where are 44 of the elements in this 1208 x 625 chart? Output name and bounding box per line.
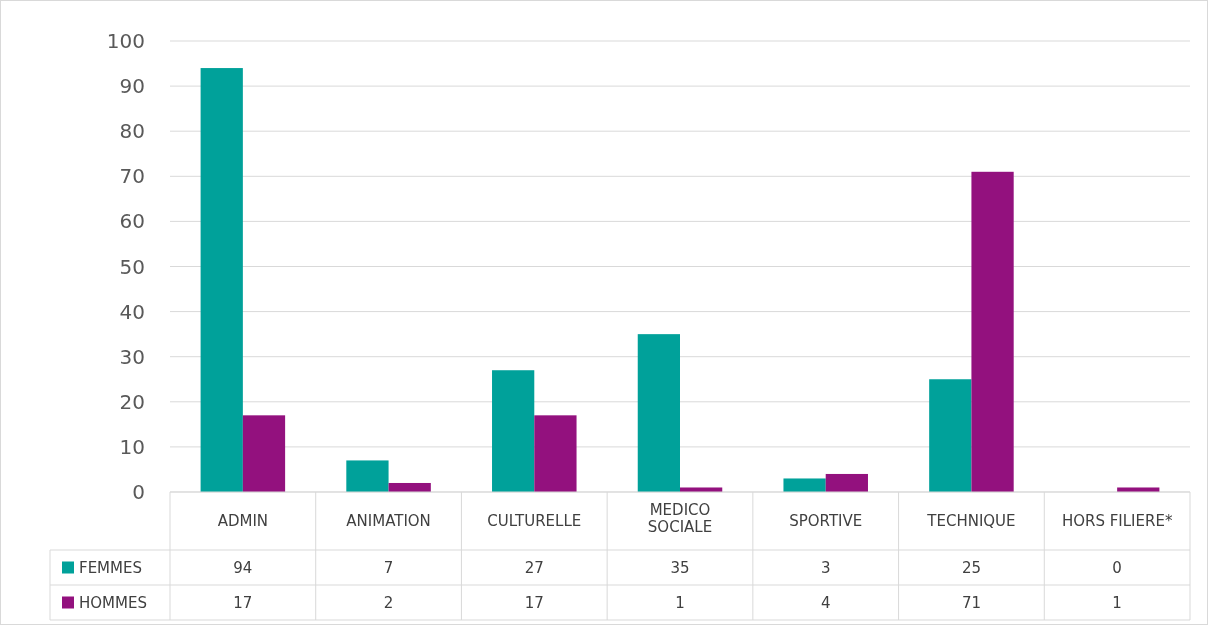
bar xyxy=(637,334,680,492)
y-tick-label: 100 xyxy=(106,29,145,53)
x-tick-label: ANIMATION xyxy=(346,512,431,531)
data-label: 27 xyxy=(524,558,544,577)
y-tick-label: 90 xyxy=(119,74,145,99)
data-label: 4 xyxy=(820,593,831,612)
data-label: 17 xyxy=(524,593,544,612)
y-tick-label: 10 xyxy=(119,434,145,459)
x-tick-label: CULTURELLE xyxy=(487,512,582,531)
legend-label: HOMMES xyxy=(79,593,147,612)
data-label: 25 xyxy=(961,558,981,577)
y-tick-label: 40 xyxy=(119,299,145,324)
data-label: 7 xyxy=(383,558,394,577)
bar xyxy=(783,478,826,492)
x-tick-label: MEDICO SOCIALE xyxy=(647,501,713,536)
bar xyxy=(971,171,1014,492)
data-label: 1 xyxy=(675,593,685,612)
x-tick-label: ADMIN xyxy=(217,512,269,531)
data-label: 3 xyxy=(820,558,831,577)
y-tick-label: 0 xyxy=(132,480,145,504)
data-label: 2 xyxy=(383,593,394,612)
y-tick-label: 70 xyxy=(119,164,145,189)
x-tick-label: SPORTIVE xyxy=(789,512,863,531)
y-tick-label: 60 xyxy=(119,209,145,234)
data-label: 17 xyxy=(233,593,253,612)
legend-label: FEMMES xyxy=(79,558,142,577)
bar xyxy=(242,415,286,492)
y-tick-label: 20 xyxy=(119,389,145,414)
bar xyxy=(534,415,577,492)
bar xyxy=(346,460,389,492)
data-label: 94 xyxy=(233,558,253,577)
bar xyxy=(200,68,243,492)
data-label: 0 xyxy=(1112,558,1122,577)
x-tick-label: HORS FILIERE* xyxy=(1061,512,1173,531)
bar xyxy=(825,473,868,492)
data-label: 71 xyxy=(961,593,981,612)
x-tick-label: TECHNIQUE xyxy=(926,512,1016,531)
y-tick-label: 80 xyxy=(119,119,145,144)
bar xyxy=(492,370,535,492)
bar xyxy=(929,379,972,492)
data-label: 35 xyxy=(670,558,690,577)
y-tick-label: 50 xyxy=(119,254,145,279)
data-label: 1 xyxy=(1112,593,1122,612)
y-tick-label: 30 xyxy=(119,344,145,369)
